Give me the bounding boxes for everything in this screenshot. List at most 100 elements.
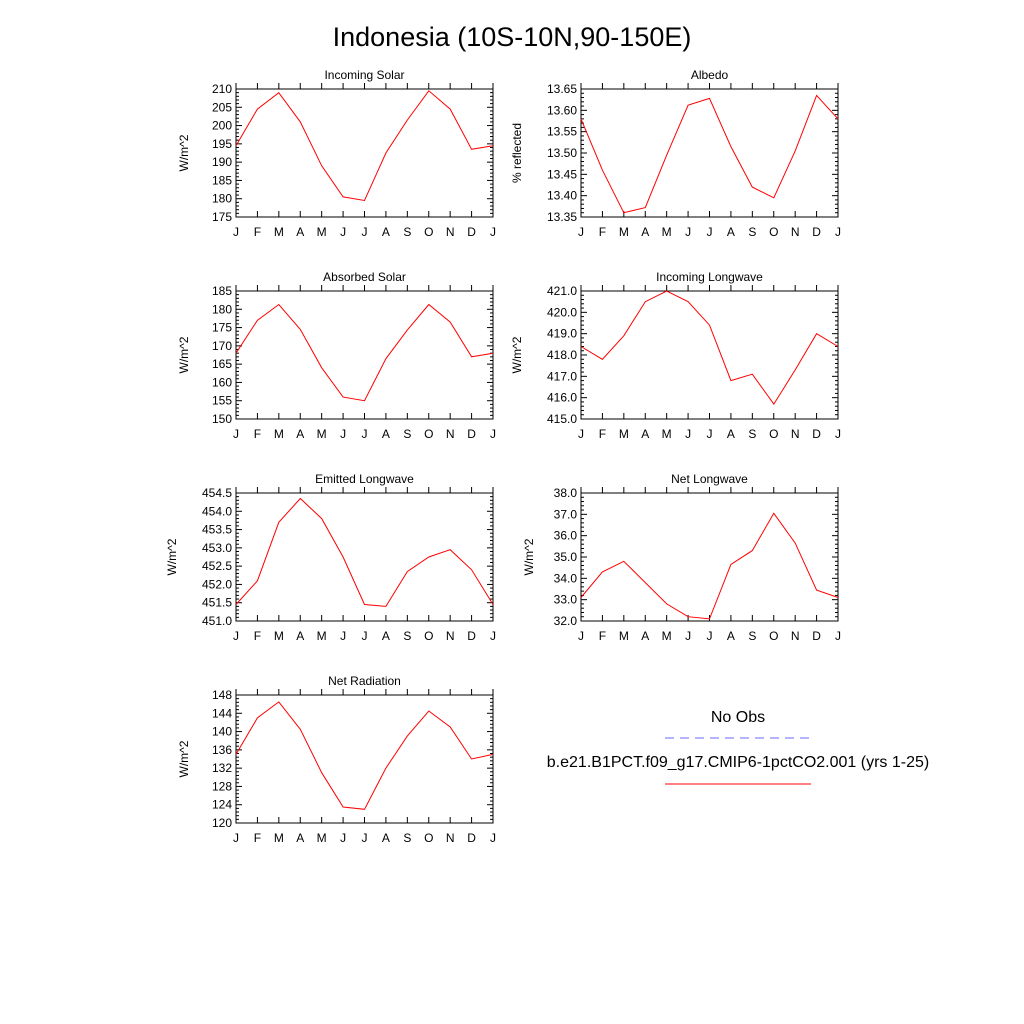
x-tick-label: A <box>382 427 390 441</box>
x-tick-label: D <box>467 831 476 845</box>
y-tick-label: 453.5 <box>202 523 232 537</box>
x-tick-label: M <box>317 629 327 643</box>
x-tick-label: D <box>812 225 821 239</box>
panel-title-emitted-longwave: Emitted Longwave <box>315 472 414 486</box>
y-tick-label: 415.0 <box>547 412 577 426</box>
x-tick-label: D <box>467 427 476 441</box>
y-tick-label: 452.5 <box>202 559 232 573</box>
x-tick-label: F <box>254 225 261 239</box>
x-tick-label: F <box>599 629 606 643</box>
x-tick-label: F <box>599 225 606 239</box>
y-tick-label: 13.50 <box>547 146 577 160</box>
x-tick-label: J <box>578 427 584 441</box>
y-tick-label: 416.0 <box>547 391 577 405</box>
x-tick-label: M <box>317 831 327 845</box>
x-tick-label: M <box>619 629 629 643</box>
y-tick-label: 13.55 <box>547 125 577 139</box>
x-tick-label: N <box>446 831 455 845</box>
x-tick-label: J <box>707 225 713 239</box>
x-tick-label: A <box>296 427 304 441</box>
x-tick-label: S <box>403 225 411 239</box>
panel-title-net-longwave: Net Longwave <box>671 472 748 486</box>
x-tick-label: J <box>340 427 346 441</box>
y-tick-label: 190 <box>212 155 232 169</box>
y-tick-label: 13.60 <box>547 103 577 117</box>
y-tick-label: 419.0 <box>547 327 577 341</box>
x-tick-label: M <box>619 225 629 239</box>
y-tick-label: 453.0 <box>202 541 232 555</box>
y-tick-label: 210 <box>212 82 232 96</box>
x-tick-label: O <box>424 225 433 239</box>
x-tick-label: J <box>685 427 691 441</box>
y-axis-label: W/m^2 <box>177 336 191 373</box>
y-tick-label: 170 <box>212 339 232 353</box>
x-tick-label: N <box>446 629 455 643</box>
plot-frame <box>235 88 494 218</box>
x-tick-label: S <box>748 225 756 239</box>
x-tick-label: J <box>835 427 841 441</box>
panel-title-albedo: Albedo <box>691 68 729 82</box>
x-tick-label: A <box>382 629 390 643</box>
x-tick-label: D <box>812 427 821 441</box>
y-axis-label: W/m^2 <box>177 134 191 171</box>
y-tick-label: 417.0 <box>547 369 577 383</box>
y-tick-label: 185 <box>212 284 232 298</box>
y-tick-label: 38.0 <box>554 486 578 500</box>
panel-title-net-radiation: Net Radiation <box>328 674 401 688</box>
x-tick-label: J <box>490 225 496 239</box>
x-tick-label: D <box>467 629 476 643</box>
x-tick-label: J <box>340 225 346 239</box>
panel-title-incoming-longwave: Incoming Longwave <box>656 270 763 284</box>
x-tick-label: A <box>382 831 390 845</box>
y-tick-label: 155 <box>212 394 232 408</box>
plot-frame <box>580 290 839 420</box>
y-tick-label: 454.5 <box>202 486 232 500</box>
y-tick-label: 140 <box>212 725 232 739</box>
series-line <box>580 290 839 405</box>
y-axis-label: W/m^2 <box>522 538 536 575</box>
y-tick-label: 36.0 <box>554 529 578 543</box>
x-tick-label: M <box>274 831 284 845</box>
x-tick-label: M <box>662 629 672 643</box>
x-tick-label: J <box>233 427 239 441</box>
x-tick-label: M <box>317 427 327 441</box>
x-tick-label: N <box>446 225 455 239</box>
x-tick-label: A <box>296 831 304 845</box>
x-tick-label: S <box>748 629 756 643</box>
y-tick-label: 160 <box>212 375 232 389</box>
y-tick-label: 13.40 <box>547 189 577 203</box>
y-tick-label: 150 <box>212 412 232 426</box>
legend: No Obs b.e21.B1PCT.f09_g17.CMIP6-1pctCO2… <box>547 709 929 785</box>
x-tick-label: A <box>641 427 649 441</box>
series-line <box>580 94 839 214</box>
y-tick-label: 165 <box>212 357 232 371</box>
x-tick-label: J <box>707 427 713 441</box>
x-tick-label: A <box>641 225 649 239</box>
x-tick-label: M <box>274 225 284 239</box>
y-tick-label: 175 <box>212 321 232 335</box>
x-tick-label: J <box>340 831 346 845</box>
y-tick-label: 34.0 <box>554 571 578 585</box>
y-tick-label: 180 <box>212 192 232 206</box>
x-tick-label: O <box>769 427 778 441</box>
x-tick-label: J <box>233 629 239 643</box>
y-axis-label: W/m^2 <box>510 336 524 373</box>
x-tick-label: O <box>424 427 433 441</box>
y-axis-label: W/m^2 <box>177 740 191 777</box>
y-tick-label: 35.0 <box>554 550 578 564</box>
x-tick-label: O <box>424 831 433 845</box>
x-tick-label: J <box>490 629 496 643</box>
legend-label-model: b.e21.B1PCT.f09_g17.CMIP6-1pctCO2.001 (y… <box>547 754 929 771</box>
x-tick-label: D <box>467 225 476 239</box>
y-axis-label: % reflected <box>510 123 524 183</box>
series-line <box>580 512 839 620</box>
y-tick-label: 128 <box>212 779 232 793</box>
y-tick-label: 13.35 <box>547 210 577 224</box>
